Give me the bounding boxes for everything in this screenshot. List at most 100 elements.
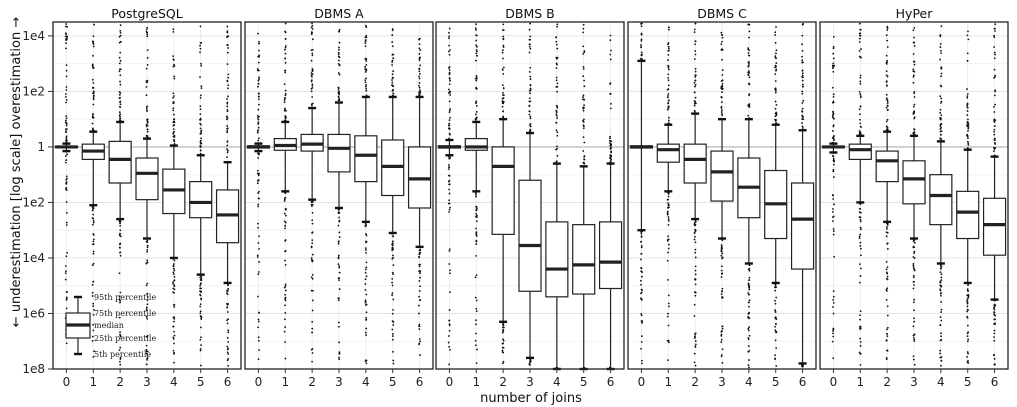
outlier-point [257, 197, 260, 200]
outlier-point [639, 279, 642, 282]
outlier-point [993, 311, 996, 314]
outlier-point [693, 361, 696, 364]
outlier-point [311, 38, 314, 41]
outlier-point [774, 339, 777, 342]
outlier-point [858, 235, 861, 238]
outlier-point [693, 91, 696, 94]
outlier-point [448, 248, 451, 251]
outlier-point [640, 252, 643, 255]
outlier-point [173, 95, 175, 97]
outlier-point [311, 54, 314, 57]
legend-label: 75th percentile [94, 309, 156, 318]
outlier-point [365, 316, 368, 319]
outlier-point [501, 100, 504, 102]
outlier-point [748, 299, 751, 302]
outlier-point [476, 214, 478, 217]
outlier-point [886, 29, 889, 31]
outlier-point [913, 268, 916, 271]
outlier-point [119, 74, 122, 77]
outlier-point [886, 104, 889, 107]
outlier-point [226, 311, 229, 313]
outlier-point [886, 335, 889, 338]
outlier-point [447, 88, 450, 91]
outlier-point [119, 254, 122, 257]
outlier-point [967, 38, 970, 41]
outlier-point [994, 53, 997, 56]
outlier-point [257, 126, 260, 129]
outlier-point [199, 47, 202, 50]
outlier-point [146, 33, 149, 36]
outlier-point [173, 320, 175, 323]
x-tick-label: 2 [499, 375, 507, 389]
outlier-point [556, 106, 559, 109]
outlier-point [747, 282, 750, 285]
outlier-point [391, 73, 394, 76]
outlier-point [940, 67, 943, 70]
outlier-point [939, 264, 942, 267]
outlier-point [583, 85, 586, 88]
outlier-point [92, 262, 95, 265]
outlier-point [418, 86, 421, 89]
outlier-point [694, 22, 697, 25]
outlier-point [993, 313, 995, 316]
outlier-point [258, 339, 260, 342]
outlier-point [609, 102, 612, 105]
outlier-point [474, 276, 477, 279]
outlier-point [912, 325, 915, 328]
outlier-point [775, 26, 777, 28]
outlier-point [774, 55, 777, 57]
x-tick-label: 0 [446, 375, 454, 389]
box-iqr [956, 190, 980, 240]
outlier-point [940, 72, 943, 75]
outlier-point [145, 106, 148, 108]
outlier-point [775, 365, 778, 367]
outlier-point [475, 310, 478, 313]
outlier-point [885, 34, 888, 37]
x-tick-label: 5 [389, 375, 397, 389]
outlier-point [667, 216, 670, 218]
outlier-point [582, 150, 585, 152]
outlier-point [966, 123, 969, 126]
outlier-point [65, 64, 68, 67]
outlier-point [666, 259, 669, 262]
outlier-point [802, 127, 804, 129]
outlier-point [859, 80, 862, 83]
outlier-point [939, 316, 942, 319]
outlier-point [365, 26, 368, 28]
outlier-point [391, 84, 393, 86]
outlier-point [227, 364, 230, 367]
outlier-point [92, 217, 95, 220]
outlier-point [119, 222, 121, 225]
outlier-point [832, 216, 834, 219]
outlier-point [338, 325, 340, 328]
outlier-point [859, 118, 861, 121]
outlier-point [119, 106, 122, 108]
outlier-point [200, 85, 203, 88]
box-category-3 [902, 27, 926, 366]
outlier-point [667, 219, 670, 222]
outlier-point [118, 349, 121, 352]
outlier-point [419, 272, 422, 275]
outlier-point [284, 283, 287, 286]
outlier-point [556, 117, 558, 119]
outlier-point [886, 102, 889, 105]
outlier-point [720, 354, 723, 356]
outlier-point [65, 33, 68, 36]
outlier-point [993, 106, 995, 108]
outlier-point [337, 299, 340, 302]
outlier-point [748, 301, 750, 304]
outlier-point [257, 273, 260, 276]
outlier-point [940, 25, 943, 28]
outlier-point [774, 80, 777, 82]
outlier-point [226, 345, 229, 348]
outlier-point [199, 132, 202, 135]
outlier-point [365, 63, 368, 66]
outlier-point [967, 129, 969, 132]
outlier-point [119, 31, 122, 34]
outlier-point [609, 148, 612, 150]
outlier-point [65, 47, 67, 50]
outlier-point [119, 242, 121, 245]
outlier-point [694, 229, 697, 232]
outlier-point [475, 74, 478, 77]
outlier-point [886, 333, 888, 335]
